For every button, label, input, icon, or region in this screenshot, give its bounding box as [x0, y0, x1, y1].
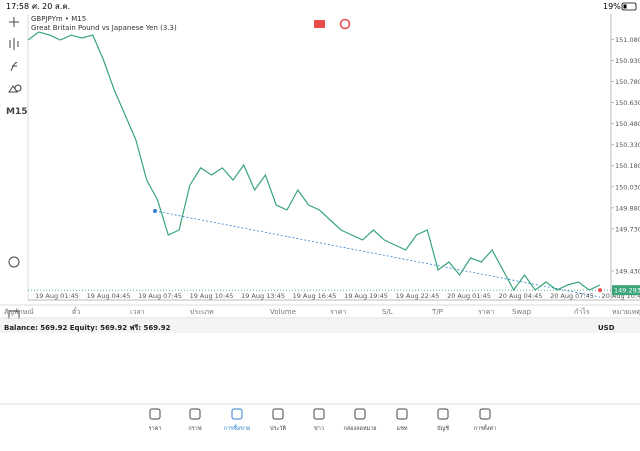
current-price-box	[612, 285, 640, 296]
y-tick-label: 151.080	[615, 36, 640, 44]
nav-label[interactable]: การตั้งค่า	[474, 424, 496, 432]
y-tick-label: 150.780	[615, 78, 640, 86]
y-tick-label: 149.430	[615, 267, 640, 275]
current-price-label: 149.293	[614, 287, 640, 295]
function-icon[interactable]	[10, 62, 18, 72]
balance-currency: USD	[598, 324, 615, 332]
table-header: Swap	[512, 308, 531, 316]
x-tick-label: 19 Aug 19:45	[344, 292, 388, 300]
nav-label[interactable]: กราฟ	[188, 425, 201, 432]
objects-icon[interactable]	[8, 84, 22, 93]
nav-label[interactable]: แชท	[397, 425, 408, 432]
x-tick-label: 19 Aug 07:45	[138, 292, 182, 300]
table-header: Volume	[270, 308, 296, 316]
x-tick-label: 19 Aug 16:45	[293, 292, 337, 300]
table-header: ราคา	[330, 308, 346, 316]
nav-label[interactable]: ราคา	[149, 426, 162, 432]
battery-icon	[621, 2, 637, 11]
trend-anchor	[153, 209, 157, 213]
y-tick-label: 150.630	[615, 99, 640, 107]
x-tick-label: 19 Aug 01:45	[35, 292, 79, 300]
nav-label[interactable]: ข่าว	[314, 426, 324, 432]
nav-icon[interactable]	[231, 408, 243, 420]
x-tick-label: 19 Aug 10:45	[190, 292, 234, 300]
zoom-icon[interactable]	[8, 256, 20, 268]
nav-icon[interactable]	[354, 408, 366, 420]
table-header: สัญลักษณ์	[4, 308, 34, 316]
y-tick-label: 149.880	[615, 204, 640, 212]
balance-bar	[0, 319, 640, 333]
chart-description: Great Britain Pound vs Japanese Yen (3.3…	[31, 24, 177, 32]
nav-icon[interactable]	[272, 408, 284, 420]
crosshair-icon[interactable]	[9, 17, 19, 27]
nav-label[interactable]: การซื้อขาย	[224, 424, 250, 432]
chart-symbol: GBPJPYm • M15	[31, 15, 86, 23]
nav-label[interactable]: บัญชี	[437, 425, 449, 432]
table-header: กำไร	[574, 307, 590, 316]
table-header: ราคา	[478, 308, 494, 316]
status-battery: 19%	[603, 2, 621, 11]
y-tick-label: 150.930	[615, 57, 640, 65]
status-time: 17:58	[6, 2, 29, 11]
nav-icon[interactable]	[189, 408, 201, 420]
nav-icon[interactable]	[479, 408, 491, 420]
y-tick-label: 150.480	[615, 120, 640, 128]
nav-icon[interactable]	[396, 408, 408, 420]
timeframe-button[interactable]: M15	[6, 107, 27, 117]
x-tick-label: 19 Aug 04:45	[87, 292, 131, 300]
table-header: S/L	[382, 308, 393, 316]
table-header: T/P	[431, 308, 443, 316]
sync-button[interactable]	[339, 18, 351, 30]
nav-label[interactable]: กล่องจดหมาย	[343, 426, 376, 432]
y-tick-label: 149.730	[615, 225, 640, 233]
x-tick-label: 20 Aug 01:45	[447, 292, 491, 300]
trade-button[interactable]	[314, 20, 325, 28]
table-header: ประเภท	[190, 308, 214, 316]
nav-icon[interactable]	[313, 408, 325, 420]
y-tick-label: 150.330	[615, 141, 640, 149]
x-tick-label: 20 Aug 10:45	[602, 292, 640, 300]
status-date: ศ. 20 ส.ค.	[32, 2, 70, 11]
indicator-icon[interactable]	[9, 38, 19, 50]
balance-text: Balance: 569.92 Equity: 569.92 ฟรี: 569.…	[4, 324, 171, 332]
nav-label[interactable]: ประวัติ	[270, 425, 286, 432]
battery-level	[623, 4, 627, 9]
table-header: หมายเหตุ	[612, 308, 640, 316]
nav-icon[interactable]	[149, 408, 161, 420]
x-tick-label: 20 Aug 07:45	[550, 292, 594, 300]
current-price-dot	[598, 288, 602, 293]
y-tick-label: 150.030	[615, 183, 640, 191]
price-line	[27, 31, 601, 292]
nav-icon[interactable]	[437, 408, 449, 420]
table-header: เวลา	[130, 308, 145, 316]
x-tick-label: 20 Aug 04:45	[499, 292, 543, 300]
x-tick-label: 19 Aug 22:45	[396, 292, 440, 300]
trend-line	[154, 210, 601, 298]
x-tick-label: 19 Aug 13:45	[241, 292, 285, 300]
y-tick-label: 150.180	[615, 162, 640, 170]
table-header: ตั๋ว	[72, 307, 81, 316]
